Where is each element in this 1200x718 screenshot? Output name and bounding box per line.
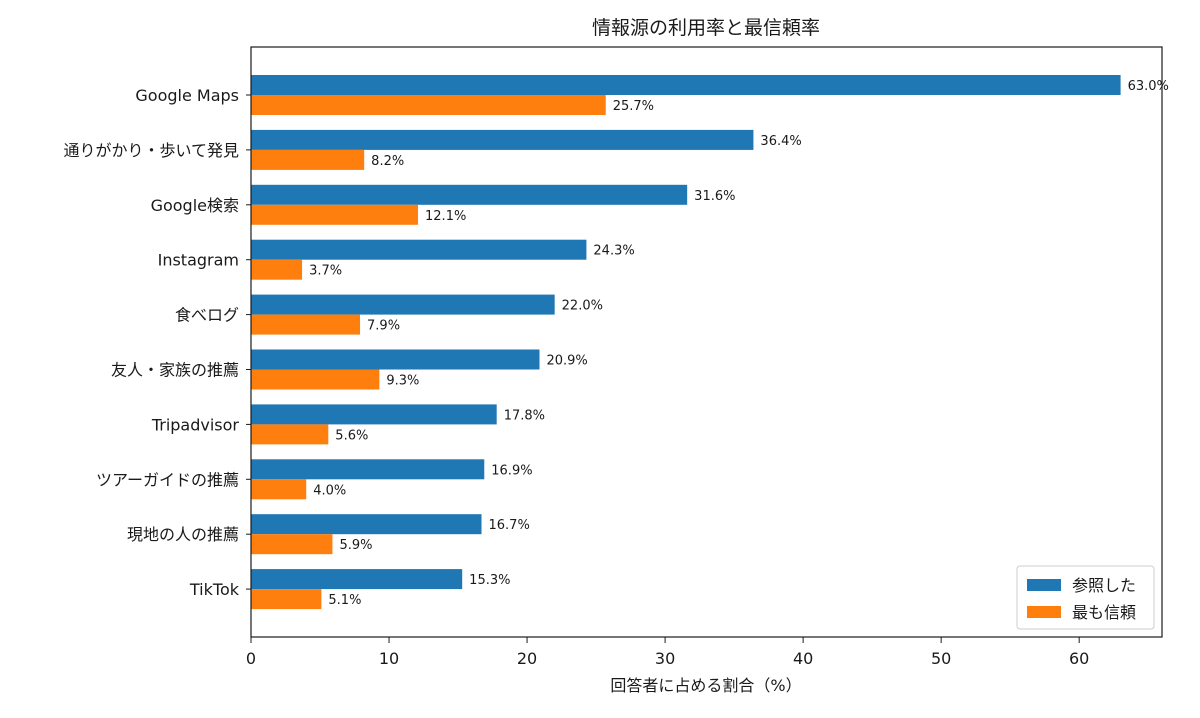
data-label: 5.6%: [335, 428, 368, 443]
data-label: 8.2%: [371, 154, 404, 169]
legend-swatch: [1027, 606, 1061, 618]
bars-group: [251, 75, 1121, 610]
x-axis-label: 回答者に占める割合（%）: [610, 676, 801, 695]
bar-referenced: [251, 349, 540, 370]
x-tick-label: 60: [1069, 649, 1089, 668]
bar-referenced: [251, 129, 754, 150]
y-tick-label: Instagram: [158, 251, 239, 270]
bar-most-trusted: [251, 589, 322, 610]
bar-most-trusted: [251, 204, 419, 225]
legend-swatch: [1027, 579, 1061, 591]
bar-referenced: [251, 75, 1121, 95]
data-label: 63.0%: [1128, 79, 1169, 94]
legend-label: 参照した: [1072, 576, 1136, 595]
bar-referenced: [251, 459, 485, 480]
bar-referenced: [251, 239, 587, 260]
x-tick-label: 0: [246, 649, 256, 668]
data-label: 4.0%: [313, 483, 346, 498]
y-tick-label: 友人・家族の推薦: [111, 361, 239, 380]
x-tick-label: 20: [517, 649, 537, 668]
value-labels-group: 63.0% 25.7% 36.4% 8.2% 31.6% 12.1% 24.3% 3.7% 22…: [309, 79, 1169, 608]
bar-most-trusted: [251, 424, 329, 445]
data-label: 5.9%: [339, 538, 372, 553]
x-axis: 0 10 20 30 40 50 60: [246, 637, 1089, 668]
bar-most-trusted: [251, 95, 606, 115]
data-label: 12.1%: [425, 209, 466, 224]
data-label: 17.8%: [504, 408, 545, 423]
data-label: 5.1%: [328, 593, 361, 608]
data-label: 25.7%: [613, 99, 654, 114]
y-tick-label: Tripadvisor: [151, 415, 240, 434]
x-tick-label: 40: [793, 649, 813, 668]
data-label: 16.9%: [491, 463, 532, 478]
data-label: 24.3%: [593, 244, 634, 259]
bar-most-trusted: [251, 259, 303, 280]
bar-most-trusted: [251, 479, 307, 500]
bar-most-trusted: [251, 149, 365, 170]
plot-frame: [250, 46, 1163, 638]
bar-referenced: [251, 569, 463, 590]
y-tick-label: 通りがかり・歩いて発見: [63, 141, 239, 160]
x-tick-label: 30: [655, 649, 675, 668]
data-label: 36.4%: [760, 134, 801, 149]
bar-most-trusted: [251, 314, 361, 335]
x-tick-label: 10: [379, 649, 399, 668]
y-tick-label: TikTok: [189, 580, 240, 599]
y-tick-label: 食べログ: [175, 306, 239, 325]
x-tick-label: 50: [931, 649, 951, 668]
bar-referenced: [251, 404, 497, 425]
data-label: 7.9%: [367, 319, 400, 334]
y-tick-label: Google Maps: [135, 86, 239, 105]
y-tick-label: Google検索: [151, 196, 239, 215]
data-label: 22.0%: [562, 299, 603, 314]
y-axis: Google Maps 通りがかり・歩いて発見 Google検索 Instagram 食…: [63, 86, 251, 599]
chart-title: 情報源の利用率と最信頼率: [592, 17, 820, 39]
y-tick-label: ツアーガイドの推薦: [96, 470, 239, 489]
bar-referenced: [251, 514, 482, 535]
data-label: 20.9%: [546, 354, 587, 369]
data-label: 9.3%: [386, 374, 419, 389]
data-label: 16.7%: [489, 518, 530, 533]
legend-label: 最も信頼: [1072, 603, 1136, 622]
bar-most-trusted: [251, 369, 380, 390]
data-label: 31.6%: [694, 189, 735, 204]
bar-referenced: [251, 294, 555, 315]
bar-most-trusted: [251, 534, 333, 555]
y-tick-label: 現地の人の推薦: [127, 525, 239, 544]
data-label: 3.7%: [309, 264, 342, 279]
data-label: 15.3%: [469, 573, 510, 588]
bar-referenced: [251, 184, 688, 205]
